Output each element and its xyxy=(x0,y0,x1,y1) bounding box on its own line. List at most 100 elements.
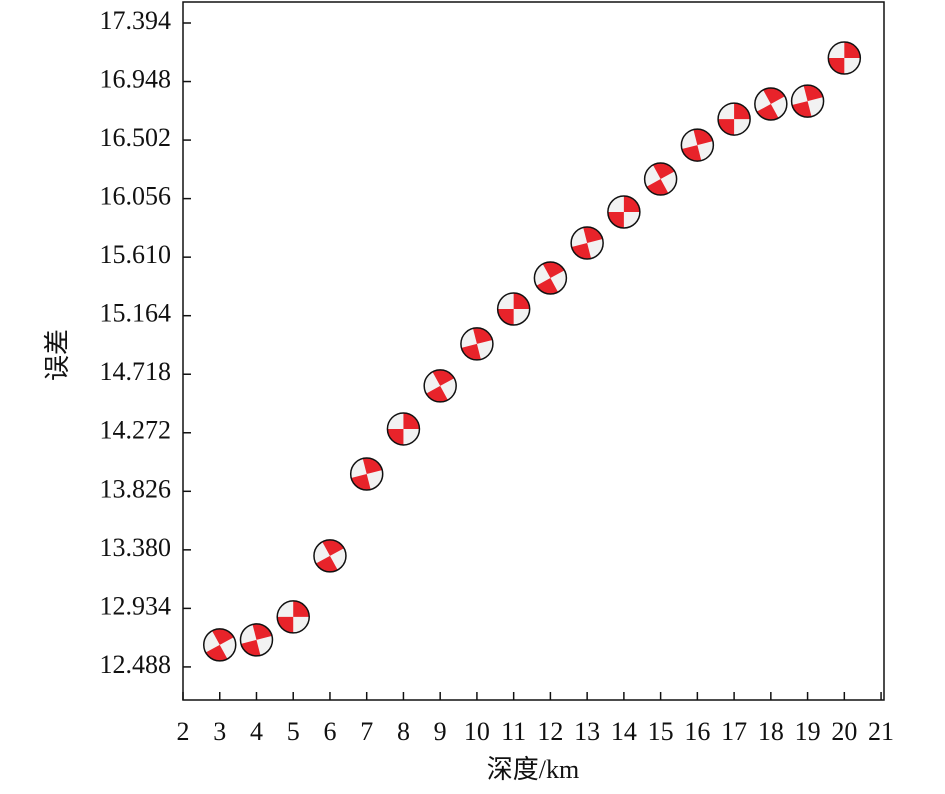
point xyxy=(790,84,825,118)
point xyxy=(276,600,310,634)
beachball-quadrant xyxy=(461,343,481,360)
x-tick-label: 7 xyxy=(360,717,373,746)
point xyxy=(643,162,678,196)
beachball xyxy=(423,369,457,403)
x-tick-label: 9 xyxy=(434,717,447,746)
x-axis-label: 深度/km xyxy=(487,755,579,784)
beachball-quadrant xyxy=(536,278,559,295)
beachball-quadrant xyxy=(607,212,624,229)
beachball xyxy=(717,102,751,136)
x-tick-label: 20 xyxy=(831,717,857,746)
y-tick-label: 12.934 xyxy=(100,591,172,620)
point xyxy=(313,539,347,573)
x-tick-label: 19 xyxy=(795,717,821,746)
x-tick-label: 8 xyxy=(397,717,410,746)
beachball xyxy=(496,292,531,326)
beachball-quadrant xyxy=(623,196,640,213)
beachball-quadrant xyxy=(693,129,713,146)
beachball xyxy=(607,195,641,229)
x-tick-label: 21 xyxy=(868,717,894,746)
point xyxy=(496,292,531,326)
beachball xyxy=(827,41,862,75)
beachball-quadrant xyxy=(652,163,675,180)
point xyxy=(680,128,715,162)
beachball-quadrant xyxy=(718,119,735,136)
x-tick-label: 3 xyxy=(213,717,226,746)
y-tick-label: 14.272 xyxy=(100,416,172,445)
point xyxy=(460,327,494,361)
beachball-quadrant xyxy=(322,539,345,556)
beachball xyxy=(643,162,678,196)
y-tick-label: 16.948 xyxy=(100,65,172,94)
point xyxy=(386,412,421,446)
x-tick-label: 16 xyxy=(684,717,710,746)
point xyxy=(533,261,568,295)
x-tick-label: 2 xyxy=(177,717,190,746)
x-tick-label: 4 xyxy=(250,717,263,746)
beachball-quadrant xyxy=(734,103,751,120)
beachball-quadrant xyxy=(681,145,702,162)
point xyxy=(239,623,274,657)
x-tick-label: 13 xyxy=(574,717,600,746)
point xyxy=(423,369,457,403)
y-tick-label: 14.718 xyxy=(100,357,172,386)
point xyxy=(202,628,237,662)
point xyxy=(349,457,384,491)
beachball-quadrant xyxy=(792,101,812,118)
beachball-quadrant xyxy=(571,242,592,259)
beachball-quadrant xyxy=(828,58,845,75)
beachball xyxy=(570,226,604,260)
beachball-quadrant xyxy=(240,639,261,656)
x-tick-label: 12 xyxy=(537,717,563,746)
beachball-quadrant xyxy=(205,644,228,661)
y-tick-label: 13.380 xyxy=(100,533,172,562)
beachball-quadrant xyxy=(497,308,514,325)
x-tick-label: 11 xyxy=(501,717,526,746)
beachball-quadrant xyxy=(844,42,861,59)
y-tick-label: 15.164 xyxy=(100,299,172,328)
beachball-quadrant xyxy=(803,85,824,102)
beachball-quadrant xyxy=(212,628,234,645)
beachball-quadrant xyxy=(293,600,310,617)
x-tick-label: 17 xyxy=(721,717,747,746)
x-tick-label: 18 xyxy=(758,717,784,746)
beachball xyxy=(790,84,825,118)
beachball-quadrant xyxy=(432,369,455,386)
beachball xyxy=(460,327,494,361)
x-tick-label: 15 xyxy=(648,717,674,746)
beachball-quadrant xyxy=(351,473,371,490)
plot-frame xyxy=(182,1,885,701)
beachball-quadrant xyxy=(583,226,603,243)
beachball-quadrant xyxy=(763,87,785,104)
y-axis-label: 误差 xyxy=(43,329,72,381)
beachball xyxy=(202,628,237,662)
x-tick-label: 14 xyxy=(611,717,637,746)
beachball-quadrant xyxy=(387,428,404,445)
point xyxy=(607,195,641,229)
beachball xyxy=(313,539,347,573)
x-tick-label: 5 xyxy=(287,717,300,746)
beachball-quadrant xyxy=(426,385,448,402)
point xyxy=(754,87,788,121)
beachball xyxy=(754,87,788,121)
beachball-quadrant xyxy=(646,179,669,196)
y-tick-label: 16.056 xyxy=(100,182,172,211)
point xyxy=(570,226,604,260)
beachball xyxy=(386,412,421,446)
beachball-quadrant xyxy=(252,623,272,640)
x-tick-label: 6 xyxy=(323,717,336,746)
y-tick-label: 17.394 xyxy=(100,6,172,35)
point xyxy=(717,102,751,136)
beachball-quadrant xyxy=(472,327,493,344)
beachball-quadrant xyxy=(542,262,565,279)
beachball-quadrant xyxy=(513,292,530,309)
beachball-quadrant xyxy=(362,457,383,474)
x-tick-label: 10 xyxy=(464,717,490,746)
y-tick-label: 15.610 xyxy=(100,240,172,269)
beachball xyxy=(533,261,568,295)
point xyxy=(827,41,862,75)
beachball-quadrant xyxy=(403,412,420,429)
y-tick-label: 12.488 xyxy=(100,650,172,679)
beachball-quadrant xyxy=(756,103,779,120)
